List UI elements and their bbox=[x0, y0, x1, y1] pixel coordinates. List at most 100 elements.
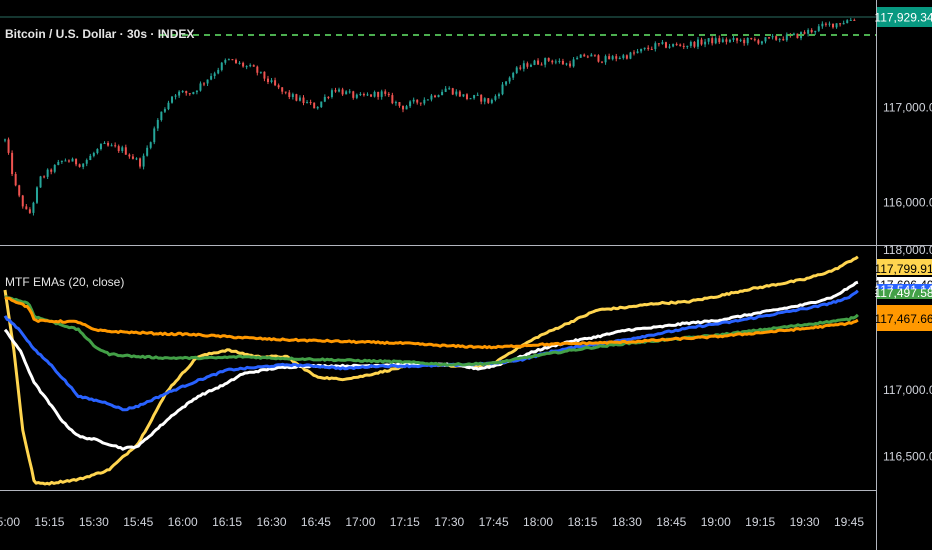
candle[interactable] bbox=[615, 56, 618, 59]
candle[interactable] bbox=[554, 61, 557, 63]
candle[interactable] bbox=[814, 30, 817, 33]
candle[interactable] bbox=[625, 55, 628, 59]
candle[interactable] bbox=[252, 65, 255, 67]
candle[interactable] bbox=[11, 152, 14, 175]
candle[interactable] bbox=[469, 98, 472, 100]
candle[interactable] bbox=[412, 99, 415, 102]
candle[interactable] bbox=[306, 102, 309, 104]
candle[interactable] bbox=[64, 160, 67, 162]
candle[interactable] bbox=[231, 59, 234, 61]
candle[interactable] bbox=[217, 69, 220, 74]
candle[interactable] bbox=[206, 79, 209, 84]
candle[interactable] bbox=[270, 80, 273, 83]
candle[interactable] bbox=[462, 94, 465, 97]
candle[interactable] bbox=[672, 44, 675, 47]
candle[interactable] bbox=[160, 111, 163, 120]
candle[interactable] bbox=[46, 169, 49, 177]
candle[interactable] bbox=[181, 91, 184, 93]
candle[interactable] bbox=[675, 44, 678, 46]
candle[interactable] bbox=[316, 107, 319, 109]
candle[interactable] bbox=[768, 37, 771, 39]
candle[interactable] bbox=[465, 94, 468, 99]
candle[interactable] bbox=[579, 54, 582, 58]
candle[interactable] bbox=[89, 155, 92, 161]
candle[interactable] bbox=[650, 49, 653, 51]
candle[interactable] bbox=[359, 94, 362, 96]
candle[interactable] bbox=[433, 95, 436, 98]
price-pane[interactable] bbox=[0, 16, 876, 216]
candle[interactable] bbox=[497, 94, 500, 97]
candle[interactable] bbox=[451, 88, 454, 95]
candle[interactable] bbox=[483, 98, 486, 102]
candle[interactable] bbox=[426, 99, 429, 101]
ema-line-5[interactable] bbox=[4, 296, 859, 350]
candle[interactable] bbox=[75, 158, 78, 165]
candle[interactable] bbox=[824, 23, 827, 25]
candle[interactable] bbox=[721, 39, 724, 43]
candle[interactable] bbox=[53, 164, 56, 172]
candle[interactable] bbox=[334, 90, 337, 92]
candle[interactable] bbox=[107, 142, 110, 146]
candle[interactable] bbox=[704, 41, 707, 45]
candle[interactable] bbox=[739, 39, 742, 41]
ema-value-badge-4[interactable]: 117,497.58 bbox=[874, 286, 932, 300]
candle[interactable] bbox=[348, 91, 351, 93]
candle[interactable] bbox=[679, 44, 682, 46]
candle[interactable] bbox=[643, 47, 646, 49]
candle[interactable] bbox=[796, 33, 799, 39]
candle[interactable] bbox=[313, 102, 316, 109]
candle[interactable] bbox=[693, 41, 696, 47]
candle[interactable] bbox=[416, 99, 419, 103]
candle[interactable] bbox=[792, 33, 795, 35]
candle[interactable] bbox=[139, 158, 142, 167]
candle[interactable] bbox=[224, 59, 227, 63]
candle[interactable] bbox=[441, 91, 444, 96]
candle[interactable] bbox=[817, 26, 820, 31]
candle[interactable] bbox=[576, 57, 579, 60]
candle[interactable] bbox=[242, 62, 245, 67]
candle[interactable] bbox=[124, 147, 127, 155]
candle[interactable] bbox=[4, 139, 6, 141]
candle[interactable] bbox=[18, 185, 21, 196]
candle[interactable] bbox=[444, 88, 447, 92]
candle[interactable] bbox=[281, 87, 284, 92]
candle[interactable] bbox=[43, 176, 46, 178]
candle[interactable] bbox=[430, 95, 433, 100]
candle[interactable] bbox=[284, 91, 287, 93]
candle[interactable] bbox=[394, 102, 397, 104]
candle[interactable] bbox=[714, 38, 717, 44]
candle[interactable] bbox=[309, 102, 312, 104]
candle[interactable] bbox=[526, 63, 529, 67]
candle[interactable] bbox=[355, 94, 358, 98]
candle[interactable] bbox=[338, 89, 341, 92]
candle[interactable] bbox=[199, 83, 202, 91]
candle[interactable] bbox=[391, 95, 394, 104]
candle[interactable] bbox=[455, 91, 458, 95]
candle[interactable] bbox=[764, 37, 767, 42]
candle[interactable] bbox=[515, 67, 518, 73]
candle[interactable] bbox=[760, 41, 763, 44]
candle[interactable] bbox=[473, 95, 476, 99]
candle[interactable] bbox=[121, 147, 124, 151]
candle[interactable] bbox=[402, 105, 405, 110]
candle[interactable] bbox=[291, 94, 294, 97]
candle[interactable] bbox=[50, 169, 53, 172]
candle[interactable] bbox=[622, 55, 625, 59]
candle[interactable] bbox=[661, 42, 664, 44]
candle[interactable] bbox=[487, 98, 490, 103]
candle[interactable] bbox=[743, 39, 746, 44]
candle[interactable] bbox=[345, 91, 348, 95]
candle[interactable] bbox=[437, 95, 440, 98]
candle[interactable] bbox=[686, 45, 689, 48]
candle[interactable] bbox=[636, 51, 639, 54]
candle[interactable] bbox=[362, 94, 365, 96]
candle[interactable] bbox=[750, 37, 753, 40]
candle[interactable] bbox=[629, 52, 632, 59]
candle[interactable] bbox=[341, 89, 344, 95]
candle[interactable] bbox=[551, 60, 554, 63]
candle[interactable] bbox=[32, 202, 35, 213]
candle[interactable] bbox=[171, 96, 174, 103]
candle[interactable] bbox=[330, 90, 333, 97]
candle[interactable] bbox=[490, 99, 493, 103]
candle[interactable] bbox=[167, 102, 170, 110]
